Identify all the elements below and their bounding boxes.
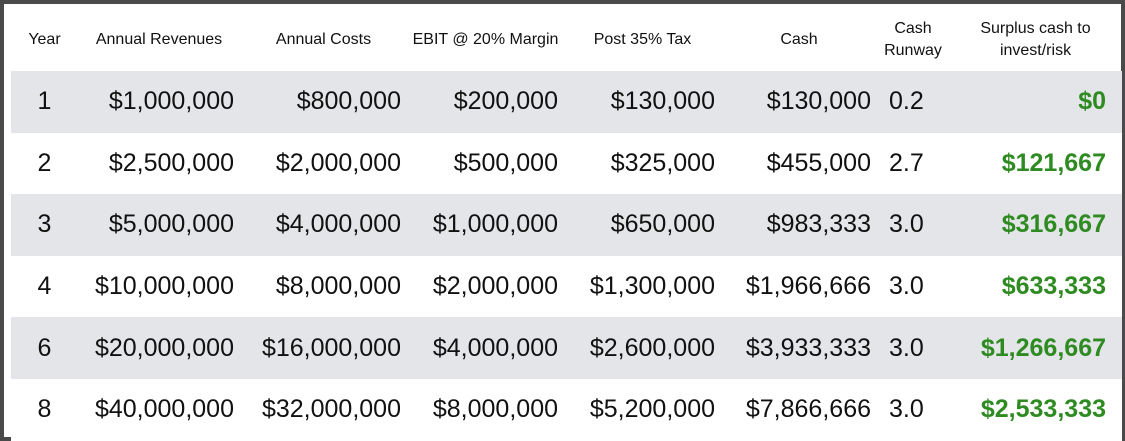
cell-runway: 2.7	[877, 132, 949, 195]
cell-costs: $8,000,000	[240, 255, 407, 318]
cell-year: 1	[11, 71, 78, 133]
cell-costs: $16,000,000	[240, 317, 407, 379]
table-row: 6 $20,000,000 $16,000,000 $4,000,000 $2,…	[11, 317, 1122, 379]
cell-runway: 3.0	[877, 317, 949, 379]
cell-year: 2	[11, 132, 78, 195]
cell-surplus: $633,333	[949, 255, 1122, 318]
cell-ebit: $2,000,000	[407, 255, 564, 318]
cell-year: 6	[11, 317, 78, 379]
cell-runway: 0.2	[877, 71, 949, 133]
cell-ebit: $200,000	[407, 71, 564, 133]
cell-post-tax: $2,600,000	[564, 317, 721, 379]
header-cash-runway: Cash Runway	[877, 8, 949, 71]
cell-costs: $32,000,000	[240, 378, 407, 441]
header-annual-costs: Annual Costs	[275, 30, 372, 48]
cell-revenues: $10,000,000	[78, 255, 240, 318]
cell-year: 4	[11, 255, 78, 318]
cash-projection-table: Year Annual Revenues Annual Costs EBIT @…	[11, 8, 1122, 441]
table-row: 1 $1,000,000 $800,000 $200,000 $130,000 …	[11, 71, 1122, 133]
cell-revenues: $20,000,000	[78, 317, 240, 379]
cell-surplus: $2,533,333	[949, 378, 1122, 441]
cell-ebit: $8,000,000	[407, 378, 564, 441]
header-cash-runway-line1: Cash	[894, 19, 932, 37]
table-row: 2 $2,500,000 $2,000,000 $500,000 $325,00…	[11, 132, 1122, 195]
cell-surplus: $1,266,667	[949, 317, 1122, 379]
header-year: Year	[28, 30, 61, 48]
cell-cash: $130,000	[721, 71, 877, 133]
cell-cash: $3,933,333	[721, 317, 877, 379]
header-annual-revenues: Annual Revenues	[95, 30, 223, 48]
cell-post-tax: $130,000	[564, 71, 721, 133]
header-cash: Cash	[780, 30, 818, 48]
header-surplus-cash: Surplus cash to invest/risk	[949, 8, 1122, 71]
cell-revenues: $40,000,000	[78, 378, 240, 441]
cell-costs: $800,000	[240, 71, 407, 133]
cell-cash: $983,333	[721, 194, 877, 256]
cell-surplus: $121,667	[949, 132, 1122, 195]
cell-ebit: $500,000	[407, 132, 564, 195]
cell-runway: 3.0	[877, 255, 949, 318]
cell-costs: $4,000,000	[240, 194, 407, 256]
header-ebit: EBIT @ 20% Margin	[412, 30, 559, 48]
cell-cash: $455,000	[721, 132, 877, 195]
cell-revenues: $1,000,000	[78, 71, 240, 133]
header-row: Year Annual Revenues Annual Costs EBIT @…	[11, 8, 1122, 71]
cell-cash: $1,966,666	[721, 255, 877, 318]
cell-post-tax: $1,300,000	[564, 255, 721, 318]
cell-year: 3	[11, 194, 78, 256]
header-surplus-cash-line1: Surplus cash to	[980, 19, 1091, 37]
table-row: 3 $5,000,000 $4,000,000 $1,000,000 $650,…	[11, 194, 1122, 256]
cell-runway: 3.0	[877, 378, 949, 441]
table-row: 8 $40,000,000 $32,000,000 $8,000,000 $5,…	[11, 378, 1122, 441]
cell-ebit: $1,000,000	[407, 194, 564, 256]
cell-post-tax: $325,000	[564, 132, 721, 195]
cell-runway: 3.0	[877, 194, 949, 256]
cell-costs: $2,000,000	[240, 132, 407, 195]
cell-revenues: $5,000,000	[78, 194, 240, 256]
table-row: 4 $10,000,000 $8,000,000 $2,000,000 $1,3…	[11, 255, 1122, 318]
cell-surplus: $0	[949, 71, 1122, 133]
cell-cash: $7,866,666	[721, 378, 877, 441]
cell-year: 8	[11, 378, 78, 441]
header-cash-runway-line2: Runway	[884, 41, 942, 59]
cell-surplus: $316,667	[949, 194, 1122, 256]
cell-post-tax: $650,000	[564, 194, 721, 256]
cell-revenues: $2,500,000	[78, 132, 240, 195]
cell-post-tax: $5,200,000	[564, 378, 721, 441]
header-surplus-cash-line2: invest/risk	[999, 41, 1072, 59]
cell-ebit: $4,000,000	[407, 317, 564, 379]
header-post-tax: Post 35% Tax	[593, 30, 692, 48]
